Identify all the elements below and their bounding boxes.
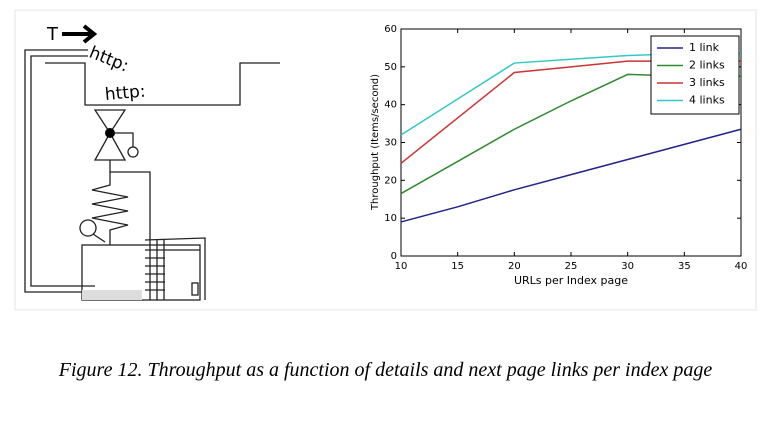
y-tick-label: 20 — [384, 175, 397, 186]
x-axis-label: URLs per Index page — [514, 274, 628, 287]
figure-frame — [14, 9, 757, 311]
legend-label: 2 links — [689, 59, 725, 72]
y-axis-label: Throughput (Items/second) — [370, 74, 381, 211]
y-tick-label: 30 — [384, 138, 397, 149]
diagram-label: http: — [104, 81, 146, 104]
legend-label: 1 link — [689, 41, 720, 54]
x-tick-label: 25 — [565, 261, 578, 272]
y-tick-label: 60 — [384, 24, 397, 35]
legend-label: 4 links — [689, 94, 725, 107]
x-tick-label: 40 — [735, 261, 748, 272]
x-tick-label: 35 — [678, 261, 691, 272]
x-tick-label: 20 — [508, 261, 521, 272]
y-tick-label: 10 — [384, 213, 397, 224]
y-tick-label: 50 — [384, 62, 397, 73]
diagram-label: http: — [86, 43, 131, 77]
y-tick-label: 40 — [384, 100, 397, 111]
x-tick-label: 30 — [621, 261, 634, 272]
figure: T http: http: URLs per Index page Throug… — [14, 9, 757, 311]
x-tick-label: 10 — [395, 261, 408, 272]
legend-label: 3 links — [689, 76, 725, 89]
figure-caption: Figure 12. Throughput as a function of d… — [58, 359, 713, 381]
y-tick-label: 0 — [391, 251, 397, 262]
crawler-diagram: T http: http: — [24, 24, 280, 301]
series-line — [400, 128, 742, 223]
diagram-label: T — [46, 24, 59, 45]
x-tick-label: 15 — [451, 261, 464, 272]
